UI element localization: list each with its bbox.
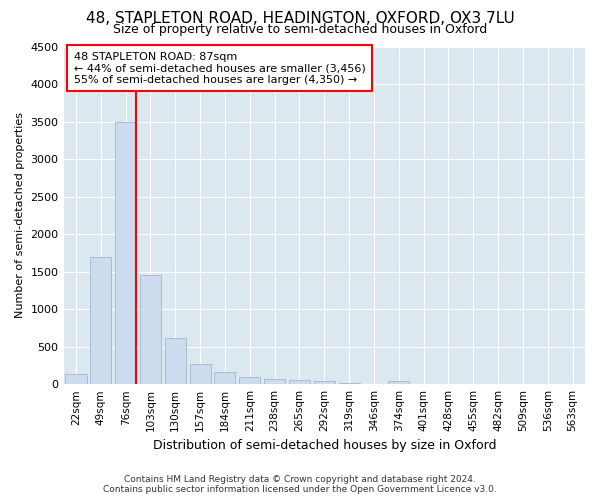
Y-axis label: Number of semi-detached properties: Number of semi-detached properties: [15, 112, 25, 318]
Bar: [289, 380, 310, 384]
Bar: [388, 381, 409, 384]
Text: 48, STAPLETON ROAD, HEADINGTON, OXFORD, OX3 7LU: 48, STAPLETON ROAD, HEADINGTON, OXFORD, …: [86, 11, 514, 26]
Text: Contains HM Land Registry data © Crown copyright and database right 2024.
Contai: Contains HM Land Registry data © Crown c…: [103, 474, 497, 494]
Text: Size of property relative to semi-detached houses in Oxford: Size of property relative to semi-detach…: [113, 22, 487, 36]
Bar: [115, 122, 136, 384]
Bar: [239, 377, 260, 384]
Bar: [165, 338, 186, 384]
Bar: [90, 256, 112, 384]
Bar: [264, 379, 285, 384]
Text: 48 STAPLETON ROAD: 87sqm
← 44% of semi-detached houses are smaller (3,456)
55% o: 48 STAPLETON ROAD: 87sqm ← 44% of semi-d…: [74, 52, 366, 85]
Bar: [314, 381, 335, 384]
Bar: [140, 276, 161, 384]
X-axis label: Distribution of semi-detached houses by size in Oxford: Distribution of semi-detached houses by …: [152, 440, 496, 452]
Bar: [214, 372, 235, 384]
Bar: [65, 374, 86, 384]
Bar: [190, 364, 211, 384]
